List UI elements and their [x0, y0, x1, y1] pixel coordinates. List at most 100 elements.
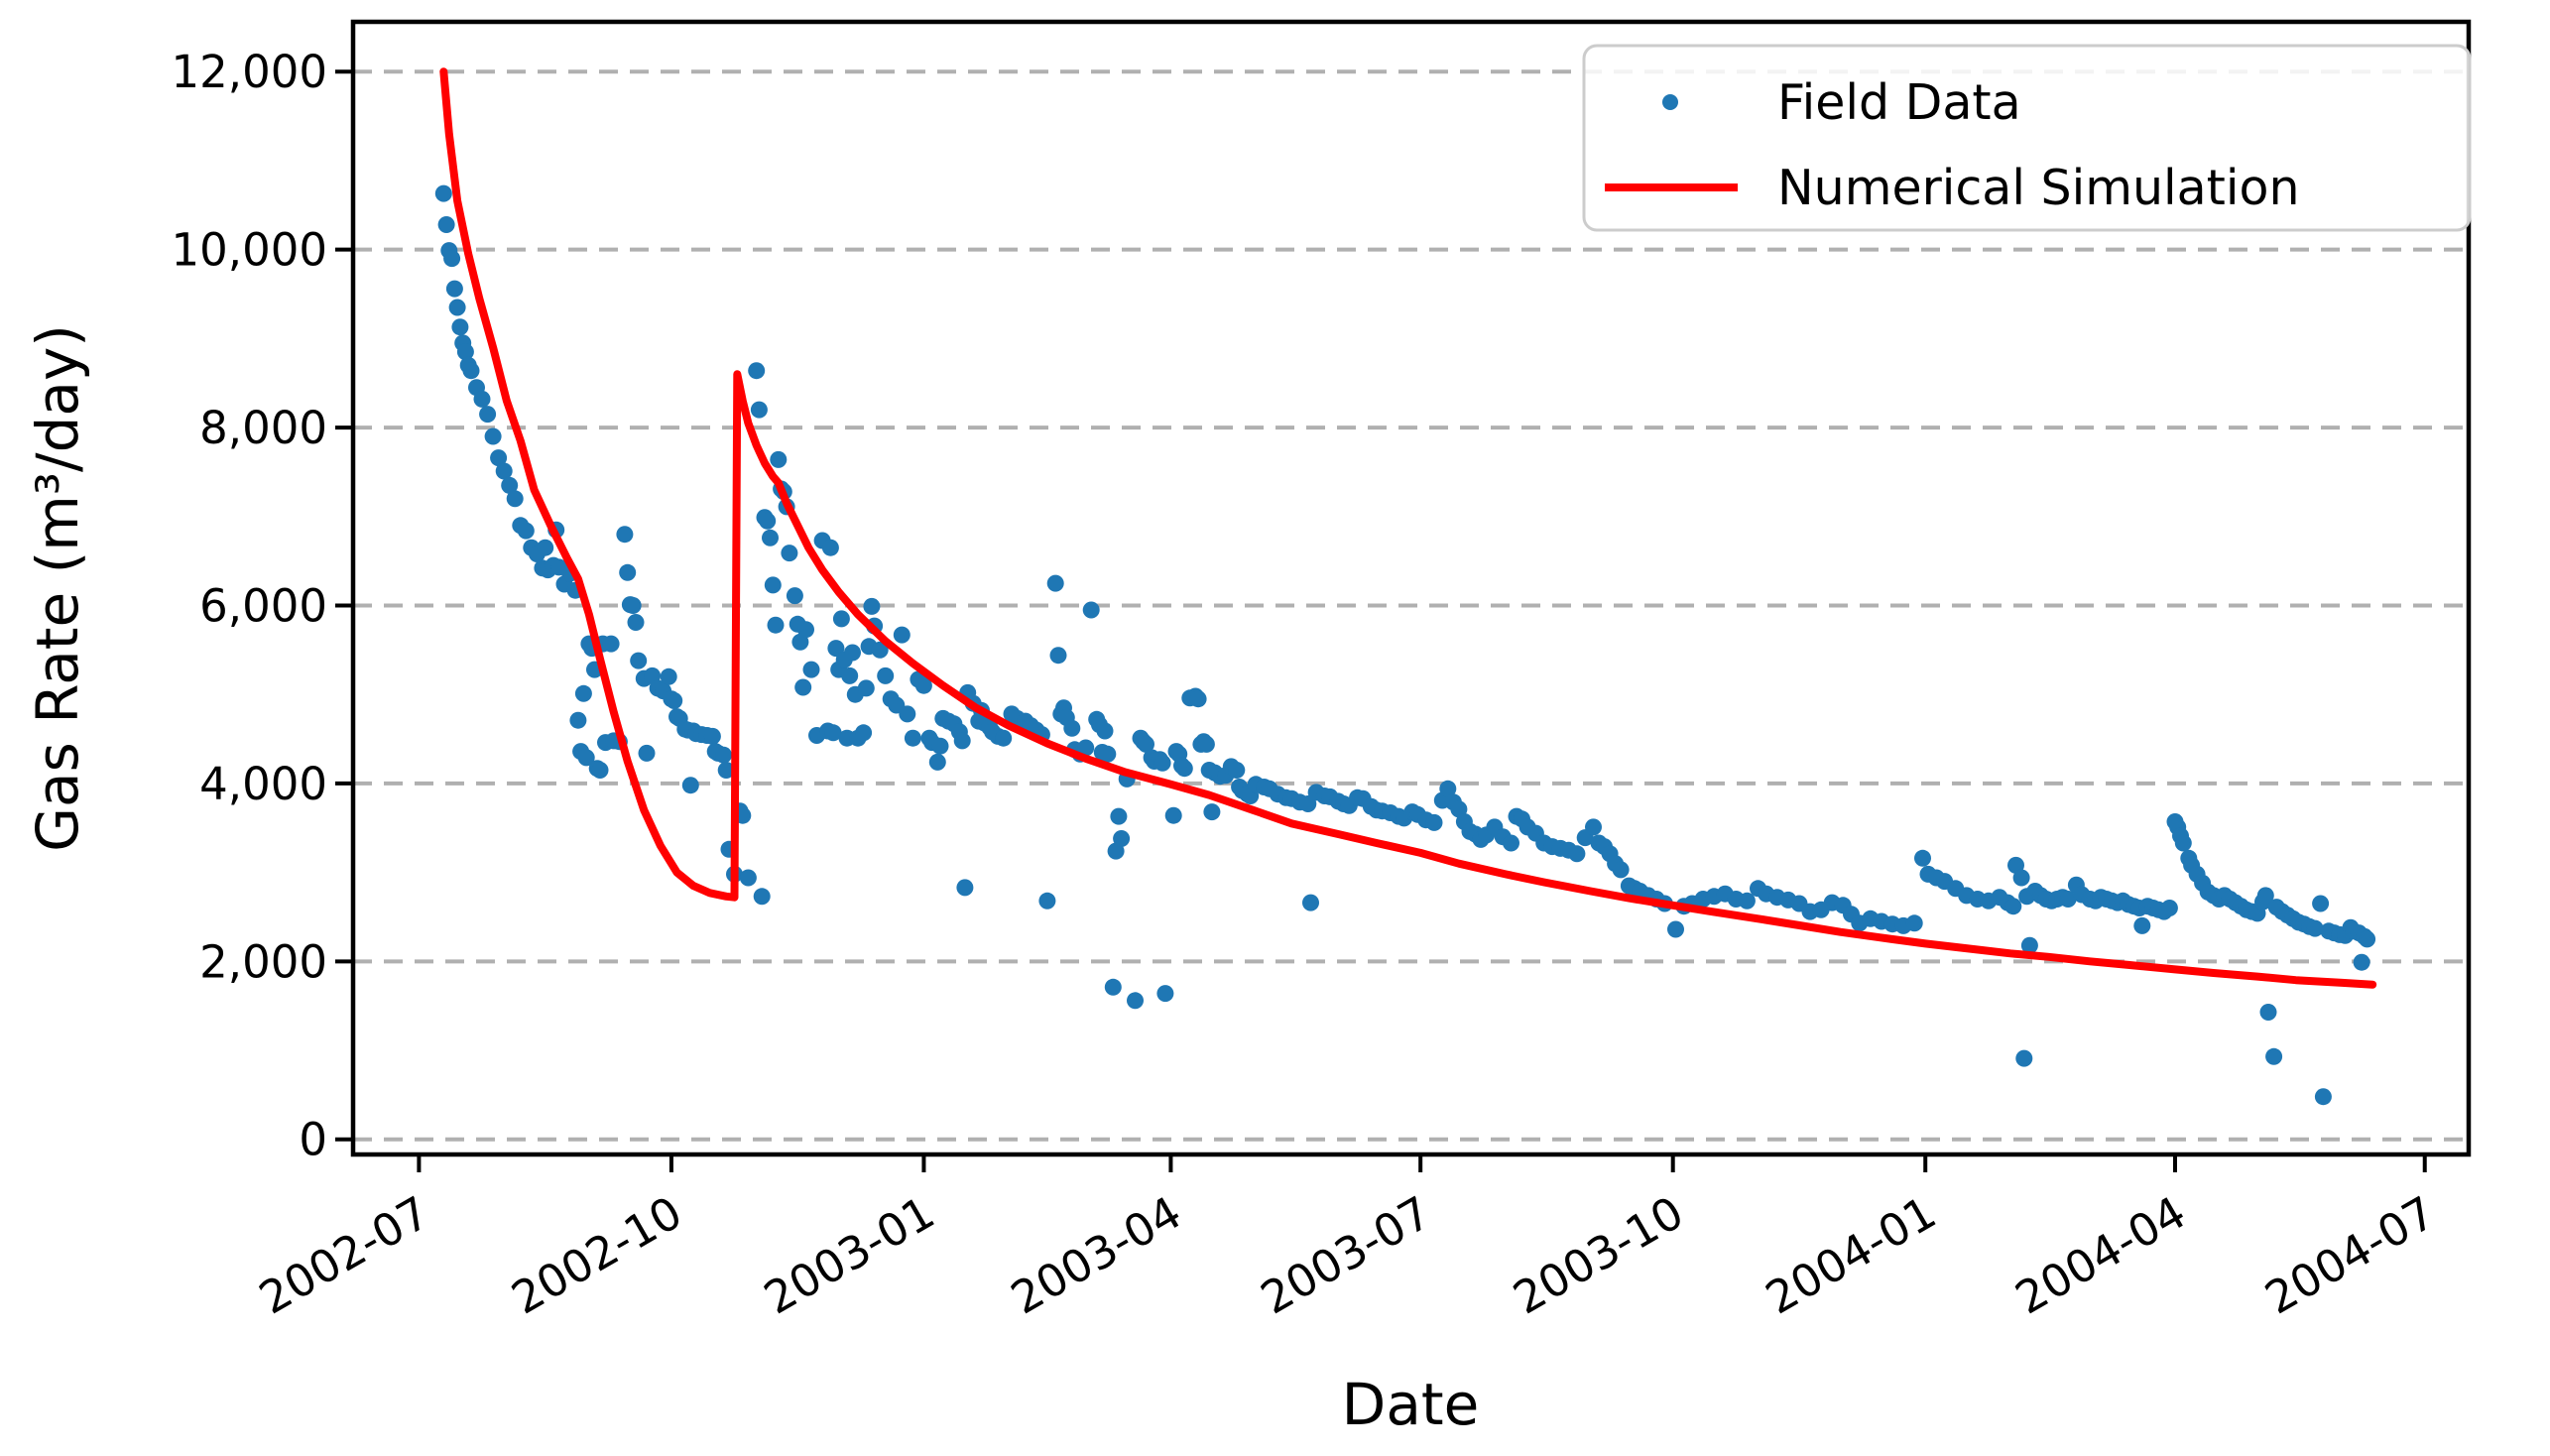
y-tick-label: 12,000 [172, 46, 327, 98]
field-data-point [602, 635, 620, 653]
field-data-point [443, 250, 461, 268]
field-data-point [841, 667, 859, 684]
field-data-point [2012, 869, 2030, 887]
field-data-point [434, 184, 452, 202]
field-data-point [1905, 914, 1923, 932]
x-tick-label: 2004-04 [2006, 1186, 2194, 1325]
field-data-point [1154, 754, 1171, 772]
field-data-point [630, 652, 648, 669]
field-data-point [893, 626, 911, 644]
field-data-point [619, 563, 637, 581]
field-data-point [445, 280, 463, 298]
y-axis-ticks: 0 2,000 4,000 6,000 8,000 10,000 12,000 [172, 46, 353, 1166]
field-data-point [1049, 647, 1067, 665]
field-data-point [824, 724, 842, 742]
field-data-point [794, 678, 812, 696]
field-data-point [660, 667, 677, 685]
field-data-point [855, 724, 873, 742]
field-data-point [717, 762, 735, 779]
field-data-point [1585, 818, 1602, 836]
x-tick-label: 2004-01 [1757, 1186, 1944, 1325]
field-data-point [473, 390, 491, 408]
field-data-point [863, 597, 881, 615]
field-data-point [1038, 892, 1056, 910]
field-data-point [2353, 953, 2370, 971]
y-tick-label: 8,000 [199, 402, 327, 454]
field-data-point [1099, 745, 1117, 763]
field-data-point [2174, 834, 2192, 852]
y-axis-label: Gas Rate (m³/day) [24, 324, 91, 852]
field-data-point [877, 667, 895, 684]
field-data-point [928, 753, 946, 771]
field-data-point [1439, 780, 1457, 797]
field-data-point [456, 343, 474, 361]
field-data-point [569, 711, 587, 729]
field-data-point [501, 476, 519, 494]
legend-box [1582, 44, 2472, 232]
field-data-point [1113, 830, 1131, 847]
y-tick-label: 10,000 [172, 224, 327, 277]
field-data-point [1914, 849, 1931, 867]
field-data-point [797, 621, 814, 639]
field-data-point [786, 587, 803, 605]
field-data-point [681, 777, 699, 794]
field-data-point [995, 729, 1013, 747]
field-data-point [1738, 892, 1756, 910]
x-tick-label: 2003-10 [1505, 1186, 1692, 1325]
field-data-point [1156, 985, 1174, 1003]
field-data-point [904, 729, 921, 747]
field-data-point [537, 539, 554, 556]
field-data-point [616, 526, 634, 544]
field-data-point [781, 545, 798, 562]
x-axis-label: Date [1342, 1371, 1480, 1438]
numerical-simulation-line [439, 67, 2377, 989]
x-tick-label: 2003-01 [756, 1186, 943, 1325]
field-data-point [1046, 574, 1064, 592]
field-data-point [479, 406, 497, 424]
y-tick-label: 6,000 [199, 579, 327, 632]
field-data-point [739, 869, 757, 887]
field-data-point [1302, 894, 1319, 911]
field-data-point [2020, 936, 2038, 954]
x-tick-label: 2002-07 [251, 1186, 438, 1325]
field-data-point [832, 610, 850, 628]
field-data-point [762, 529, 779, 546]
x-tick-label: 2003-04 [1003, 1186, 1190, 1325]
y-tick-label: 2,000 [199, 935, 327, 988]
field-data-point [1164, 806, 1182, 824]
field-data-point [1096, 722, 1114, 740]
field-data-point [764, 576, 782, 594]
field-data-point [577, 749, 595, 767]
field-data-point [1667, 920, 1684, 938]
plot-border [350, 19, 2472, 1157]
field-data-point [2059, 891, 2077, 908]
field-data-point [2004, 898, 2022, 915]
field-data-point [495, 462, 513, 480]
field-data-point [844, 644, 861, 662]
field-data-point [448, 299, 466, 316]
field-data-point [574, 684, 592, 702]
field-data-point [750, 401, 768, 419]
field-data-point [1228, 762, 1246, 779]
field-data-point [2359, 930, 2376, 948]
field-data-point [2265, 1047, 2283, 1065]
field-data-point [1110, 807, 1128, 825]
field-data-point [703, 727, 721, 745]
field-data-point [1568, 845, 1586, 863]
y-tick-label: 4,000 [199, 758, 327, 810]
field-data-point [2015, 1049, 2033, 1067]
field-data-point [871, 641, 889, 659]
x-tick-label: 2004-07 [2256, 1186, 2444, 1325]
x-axis-ticks: 2002-07 2002-10 2003-01 2003-04 2003-07 2003-… [251, 1154, 2444, 1325]
y-tick-label: 0 [299, 1114, 327, 1166]
field-data-point [484, 427, 502, 445]
field-data-point [899, 705, 916, 723]
field-data-point [462, 362, 480, 380]
field-data-point [2312, 895, 2330, 912]
field-data-point [517, 522, 535, 540]
field-data-point [1189, 690, 1207, 708]
field-data-point [1197, 735, 1215, 753]
field-data-point [1077, 739, 1095, 757]
field-data-point [1104, 978, 1122, 996]
